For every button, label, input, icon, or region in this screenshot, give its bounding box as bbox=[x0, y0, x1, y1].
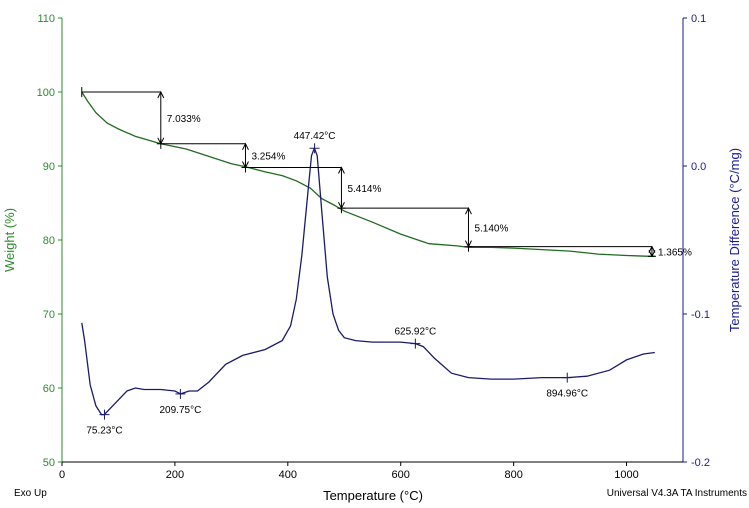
x-tick-label: 0 bbox=[59, 469, 65, 481]
x-tick-label: 600 bbox=[392, 469, 410, 481]
x-tick-label: 1000 bbox=[614, 469, 638, 481]
x-tick-label: 200 bbox=[166, 469, 184, 481]
y-left-tick-label: 60 bbox=[43, 383, 55, 395]
step-label: 7.033% bbox=[167, 114, 201, 125]
peak-label: 75.23°C bbox=[86, 426, 122, 437]
y-left-tick-label: 70 bbox=[43, 309, 55, 321]
x-axis-label: Temperature (°C) bbox=[323, 488, 423, 503]
annotation-layer: 7.033% 3.254% 5.414% 5.140% 1.365% 447.42°C 75… bbox=[81, 87, 692, 437]
plot-layer bbox=[81, 91, 655, 416]
y-left-tick-label: 110 bbox=[37, 13, 55, 25]
y-axis-right-label: Temperature Difference (°C/mg) bbox=[727, 148, 742, 332]
x-tick-label: 400 bbox=[279, 469, 297, 481]
step-arrow-down bbox=[648, 250, 656, 258]
footer-left-text: Exo Up bbox=[14, 488, 47, 499]
peak-label: 447.42°C bbox=[294, 131, 336, 142]
footer-right-text: Universal V4.3A TA Instruments bbox=[606, 488, 747, 499]
step-label: 1.365% bbox=[658, 247, 692, 258]
step-arrow-up bbox=[465, 207, 472, 215]
axes-layer: 0 200 400 600 800 1000 50 60 70 80 90 100 110 0.1 0.0 -… bbox=[37, 13, 710, 481]
step-arrow-up bbox=[242, 142, 249, 151]
y-right-tick-label: -0.2 bbox=[691, 457, 710, 469]
peak-label: 894.96°C bbox=[546, 389, 588, 400]
x-tick-label: 800 bbox=[504, 469, 522, 481]
y-right-tick-label: 0.0 bbox=[691, 161, 706, 173]
step-label: 3.254% bbox=[251, 152, 285, 163]
y-right-tick-label: -0.1 bbox=[691, 309, 710, 321]
peak-label: 209.75°C bbox=[160, 405, 202, 416]
peak-label: 625.92°C bbox=[394, 327, 436, 338]
step-arrow-up bbox=[157, 90, 165, 99]
step-label: 5.414% bbox=[347, 184, 381, 195]
y-left-tick-label: 80 bbox=[43, 235, 55, 247]
y-left-tick-label: 90 bbox=[43, 161, 55, 173]
step-arrow-up bbox=[648, 245, 656, 253]
y-left-tick-label: 50 bbox=[43, 457, 55, 469]
dta-series-line bbox=[81, 146, 655, 416]
y-axis-left-label: Weight (%) bbox=[2, 208, 17, 272]
step-arrow-up bbox=[338, 166, 345, 174]
y-left-tick-label: 100 bbox=[37, 87, 55, 99]
weight-series-line bbox=[81, 91, 655, 257]
y-right-tick-label: 0.1 bbox=[691, 13, 706, 25]
step-label: 5.140% bbox=[474, 223, 508, 234]
